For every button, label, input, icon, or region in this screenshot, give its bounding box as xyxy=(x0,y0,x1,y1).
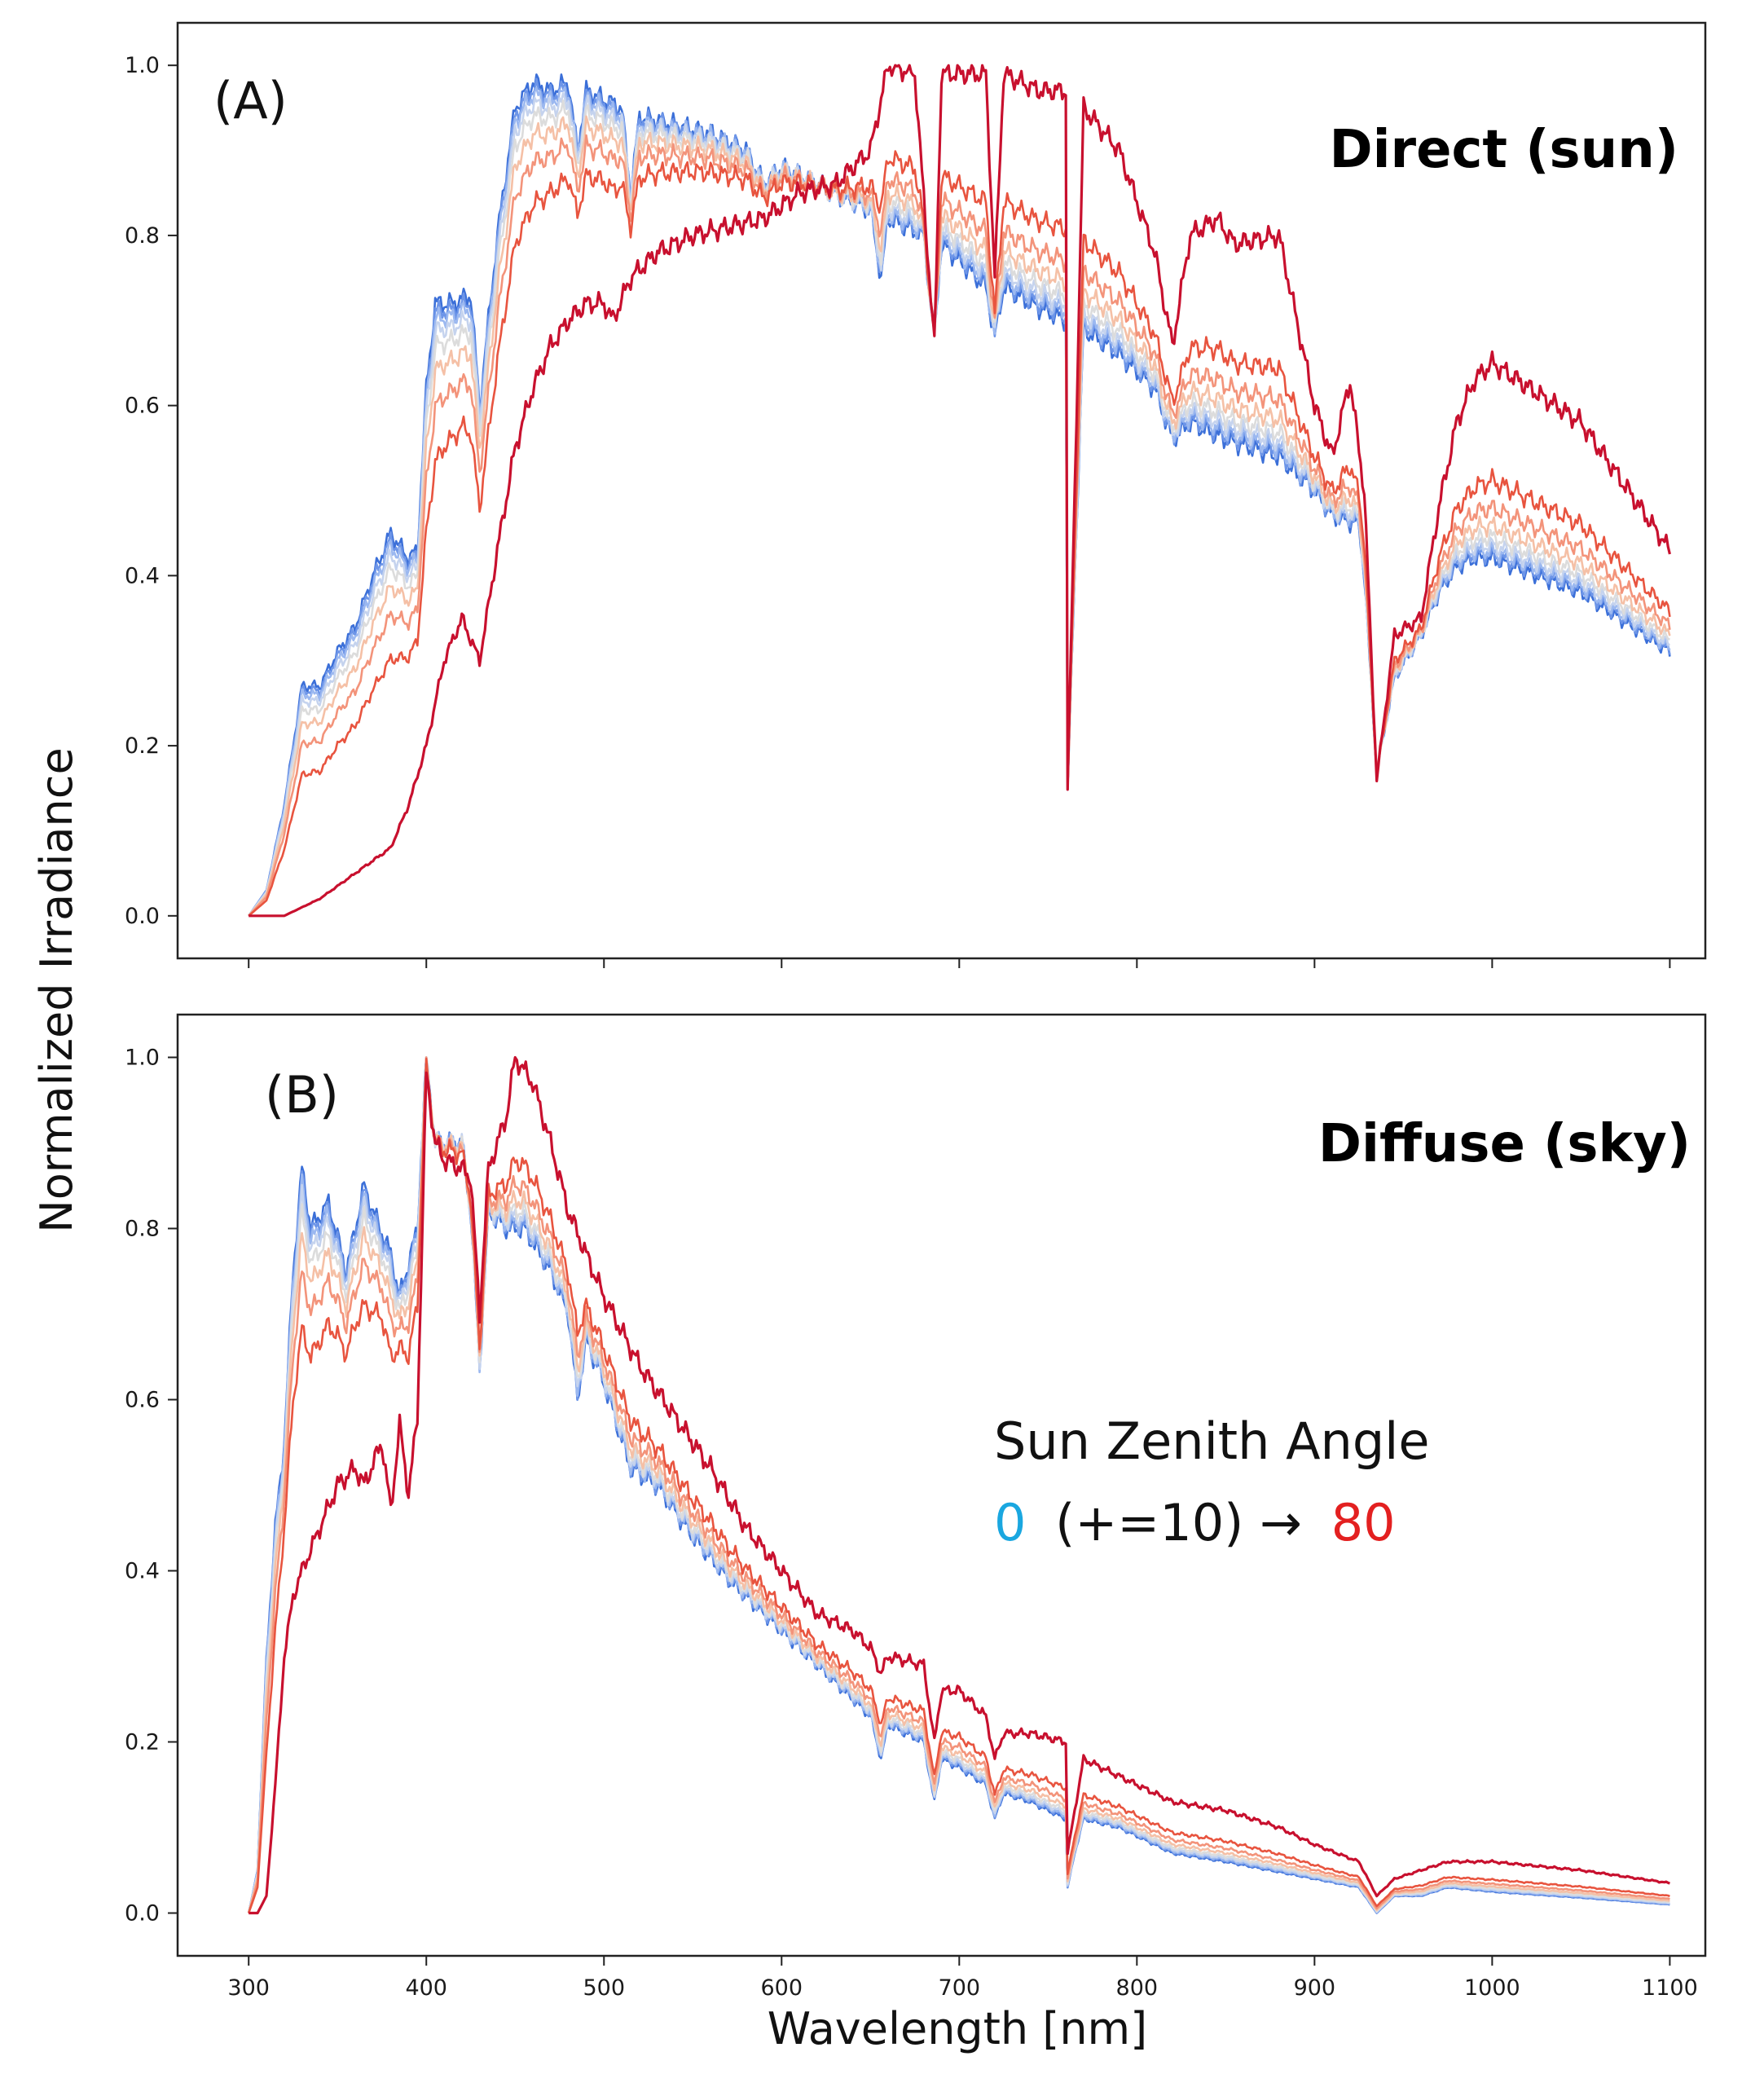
panel-b-title: Diffuse (sky) xyxy=(1318,1114,1691,1174)
panel-a-title: Direct (sun) xyxy=(1329,120,1678,180)
panel-b: 0.00.20.40.60.81.0 300 400 500 600 700 800 900… xyxy=(125,1013,1707,2001)
series-line-b-sza-20 xyxy=(247,1056,1670,1913)
x-tick-label: 800 xyxy=(1116,1975,1159,2001)
y-tick-label: 1.0 xyxy=(125,1046,160,1071)
x-tick-label: 1000 xyxy=(1464,1975,1520,2001)
x-tick-label: 1100 xyxy=(1642,1975,1698,2001)
panel-a-frame xyxy=(176,21,1707,960)
x-axis-title: Wavelength [nm] xyxy=(768,2003,1147,2054)
x-tick-label: 300 xyxy=(227,1975,270,2001)
x-tick-label: 500 xyxy=(583,1975,625,2001)
series-line-b-sza-10 xyxy=(247,1056,1670,1914)
series-line-b-sza-30 xyxy=(247,1056,1670,1913)
y-tick-label: 0.6 xyxy=(125,1388,160,1413)
series-line-a-sza-50 xyxy=(248,115,1671,917)
panel-a: 0.0 0.2 0.4 0.6 0.8 1.0 (A) Direct (sun) xyxy=(125,21,1707,968)
panel-b-frame xyxy=(176,1013,1707,1957)
x-tick-label: 900 xyxy=(1294,1975,1336,2001)
series-line-b-sza-80 xyxy=(249,1055,1671,1915)
y-tick-label: 0.4 xyxy=(125,563,160,588)
y-tick-label: 0.8 xyxy=(125,223,160,249)
legend-step: (+=10) → xyxy=(1055,1493,1302,1552)
series-line-a-sza-30 xyxy=(248,92,1670,917)
y-tick-label: 0.4 xyxy=(125,1559,160,1584)
series-line-b-sza-40 xyxy=(247,1056,1670,1913)
y-tick-label: 0.2 xyxy=(125,1730,160,1755)
panel-b-y-ticks: 0.0 0.2 0.4 0.6 0.8 1.0 xyxy=(125,1046,178,1926)
panel-a-label: (A) xyxy=(213,71,288,130)
y-tick-label: 0.0 xyxy=(125,904,160,929)
panel-a-x-ticks xyxy=(248,958,1671,968)
x-tick-label: 400 xyxy=(405,1975,447,2001)
legend-title: Sun Zenith Angle xyxy=(994,1411,1430,1471)
panel-b-label: (B) xyxy=(265,1065,339,1125)
y-tick-label: 0.6 xyxy=(125,394,160,419)
series-line-a-sza-80 xyxy=(249,64,1671,918)
panel-b-x-ticks: 300 400 500 600 700 800 900 1000 1100 xyxy=(227,1956,1698,2001)
legend: Sun Zenith Angle 0 (+=10) → 80 xyxy=(994,1411,1430,1552)
legend-range: 0 (+=10) → 80 xyxy=(994,1493,1396,1552)
series-line-a-sza-20 xyxy=(248,86,1671,917)
series-line-b-sza-70 xyxy=(247,1058,1670,1913)
y-tick-label: 0.0 xyxy=(125,1901,160,1926)
y-tick-label: 0.8 xyxy=(125,1217,160,1242)
y-axis-title: Normalized Irradiance xyxy=(31,747,82,1232)
series-line-a-sza-60 xyxy=(248,134,1671,917)
series-line-a-sza-70 xyxy=(248,150,1671,917)
x-tick-label: 600 xyxy=(761,1975,803,2001)
series-line-b-sza-0 xyxy=(247,1056,1670,1914)
panel-a-series xyxy=(248,64,1671,918)
series-line-b-sza-60 xyxy=(247,1056,1670,1913)
legend-end-value: 80 xyxy=(1331,1493,1396,1552)
y-tick-label: 0.2 xyxy=(125,733,160,759)
legend-start-value: 0 xyxy=(994,1493,1026,1552)
panel-a-y-ticks: 0.0 0.2 0.4 0.6 0.8 1.0 xyxy=(125,53,178,929)
series-line-b-sza-50 xyxy=(247,1056,1670,1913)
x-tick-label: 700 xyxy=(939,1975,981,2001)
panel-b-series xyxy=(247,1055,1671,1915)
y-tick-label: 1.0 xyxy=(125,53,160,78)
